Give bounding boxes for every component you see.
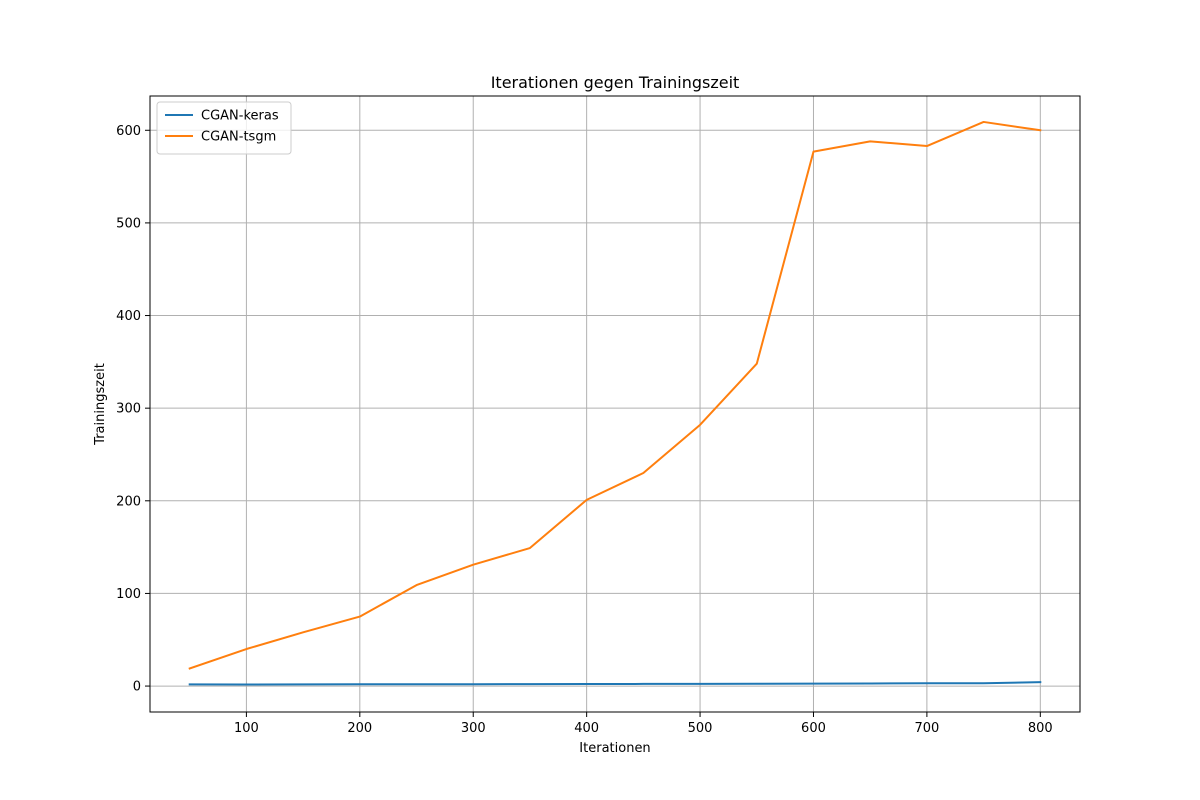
y-tick-label: 200 xyxy=(116,494,141,509)
y-tick-label: 0 xyxy=(133,680,141,695)
x-tick-label: 600 xyxy=(801,721,826,736)
x-tick-label: 700 xyxy=(914,721,939,736)
x-tick-label: 500 xyxy=(688,721,713,736)
chart-title: Iterationen gegen Trainingszeit xyxy=(491,73,740,92)
y-tick-label: 500 xyxy=(116,216,141,231)
plot-lines xyxy=(188,120,1042,686)
x-tick-label: 100 xyxy=(234,721,259,736)
series-line-cgan-tsgm xyxy=(188,120,1042,670)
y-tick-label: 300 xyxy=(116,402,141,417)
legend-label: CGAN-tsgm xyxy=(201,130,276,145)
plot-frame xyxy=(149,95,1081,713)
y-tick-label: 600 xyxy=(116,124,141,139)
legend: CGAN-keras CGAN-tsgm xyxy=(156,101,292,155)
y-axis-label: Trainingszeit xyxy=(93,363,108,446)
y-tick-label: 400 xyxy=(116,309,141,324)
series-line-cgan-keras xyxy=(188,681,1042,686)
axis-ticks: 100 200 300 400 500 600 700 800 0 100 200 300 400 500… xyxy=(116,124,1053,736)
x-tick-label: 200 xyxy=(347,721,372,736)
grid xyxy=(150,96,1080,712)
y-tick-label: 100 xyxy=(116,587,141,602)
x-tick-label: 800 xyxy=(1028,721,1053,736)
x-axis-label: Iterationen xyxy=(579,741,650,756)
legend-label: CGAN-keras xyxy=(201,109,279,124)
x-tick-label: 300 xyxy=(461,721,486,736)
x-tick-label: 400 xyxy=(574,721,599,736)
